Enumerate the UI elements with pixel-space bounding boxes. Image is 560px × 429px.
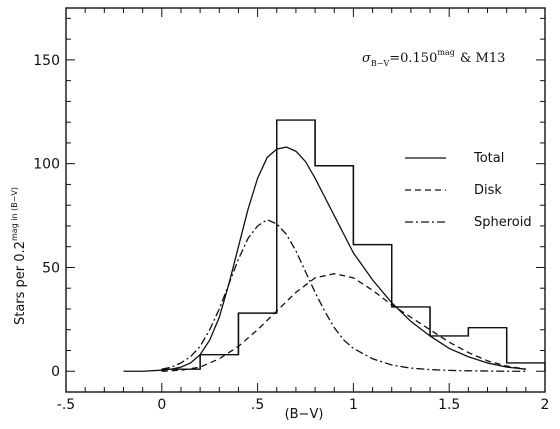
- annotation-subscript: B−V: [371, 59, 390, 68]
- legend: Total Disk Spheroid: [405, 151, 532, 230]
- y-tick-label: 50: [42, 260, 60, 276]
- x-axis-ticks: -.5 0 .5 1 1.5 2: [57, 8, 550, 413]
- annotation-suffix: & M13: [460, 51, 506, 66]
- annotation-sigma: σ: [362, 51, 372, 66]
- x-axis-label: (B−V): [285, 407, 324, 422]
- x-tick-label: 2: [541, 397, 550, 413]
- y-tick-label: 100: [33, 157, 60, 173]
- x-tick-label: 1.5: [438, 397, 460, 413]
- x-tick-label: 1: [349, 397, 358, 413]
- x-tick-label: .5: [251, 397, 264, 413]
- y-axis-label: Stars per 0.2mag in (B−V): [10, 187, 28, 325]
- series-spheroid: [161, 218, 526, 372]
- y-tick-label: 0: [51, 364, 60, 380]
- svg-text:Stars per 0.2mag in (B−V): Stars per 0.2mag in (B−V): [10, 187, 28, 325]
- plot-area: [65, 7, 546, 393]
- x-tick-label: -.5: [57, 397, 75, 413]
- plot-frame: [65, 7, 546, 393]
- legend-label-disk: Disk: [474, 183, 502, 198]
- y-axis-ticks: 0 50 100 150: [33, 17, 545, 380]
- legend-label-total: Total: [473, 151, 504, 166]
- series-total: [123, 146, 526, 372]
- y-axis-label-main: Stars per 0.2: [13, 241, 28, 325]
- series-disk: [161, 273, 526, 372]
- annotation-value: =0.150: [389, 51, 437, 66]
- annotation: σB−V=0.150mag & M13: [362, 48, 505, 68]
- y-tick-label: 150: [33, 53, 60, 69]
- x-tick-label: 0: [157, 397, 166, 413]
- y-axis-label-sup: mag in (B−V): [10, 187, 19, 241]
- svg-text:σB−V=0.150mag& M13: σB−V=0.150mag & M13: [362, 48, 505, 68]
- legend-label-spheroid: Spheroid: [474, 215, 532, 230]
- annotation-superscript: mag: [437, 48, 454, 57]
